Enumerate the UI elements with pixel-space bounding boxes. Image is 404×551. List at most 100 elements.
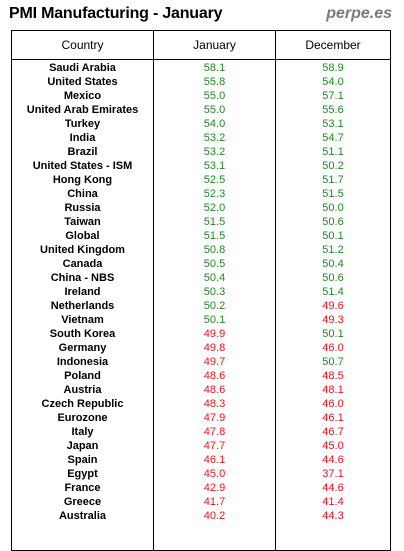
december-value: 50.2: [322, 160, 344, 172]
country-cell: Brazil: [67, 146, 98, 158]
january-value: 53.2: [203, 146, 226, 158]
country-cell: Netherlands: [50, 300, 115, 312]
january-value: 52.3: [203, 188, 226, 200]
january-value: 49.7: [203, 356, 226, 368]
january-column: 58.1 55.8 55.0 55.0 54.0 53.2 53.2 53.1 52.5 52.3…: [153, 60, 275, 550]
december-value: 50.0: [322, 202, 344, 214]
january-value: 53.2: [203, 132, 226, 144]
january-value: 50.5: [203, 258, 226, 270]
country-cell: United States: [47, 76, 118, 88]
country-cell: Australia: [58, 510, 107, 522]
country-cell: Indonesia: [56, 356, 109, 368]
january-value: 50.3: [203, 286, 226, 298]
january-value: 41.7: [203, 496, 226, 508]
brand-watermark: perpe.es: [326, 5, 392, 22]
country-cell: Russia: [64, 202, 101, 214]
table-header: Country January December: [12, 31, 390, 60]
december-value: 51.1: [322, 146, 344, 158]
country-cell: Mexico: [63, 90, 102, 102]
country-cell: Spain: [67, 454, 98, 466]
december-value: 44.3: [322, 510, 344, 522]
december-value: 50.1: [322, 328, 344, 340]
december-value: 49.6: [322, 300, 344, 312]
december-column: 58.9 54.0 57.1 55.6 53.1 54.7 51.1 50.2 51.7 51.5…: [275, 60, 390, 550]
country-cell: Vietnam: [61, 314, 104, 326]
country-cell: Poland: [64, 370, 101, 382]
december-value: 51.4: [322, 286, 344, 298]
country-cell: Austria: [63, 384, 102, 396]
december-value: 49.3: [322, 314, 344, 326]
january-value: 45.0: [203, 468, 226, 480]
january-value: 55.8: [203, 76, 226, 88]
january-value: 40.2: [203, 510, 226, 522]
table-body: Saudi Arabia United States Mexico United Ar…: [12, 60, 390, 550]
december-value: 46.1: [322, 412, 344, 424]
january-value: 52.5: [203, 174, 226, 186]
january-value: 46.1: [203, 454, 226, 466]
country-cell: Germany: [58, 342, 107, 354]
january-value: 58.1: [203, 62, 226, 74]
country-cell: Saudi Arabia: [49, 62, 116, 74]
country-cell: Egypt: [67, 468, 98, 480]
january-value: 48.6: [203, 370, 226, 382]
january-value: 47.9: [203, 412, 226, 424]
december-value: 50.6: [322, 216, 344, 228]
december-value: 50.1: [322, 230, 344, 242]
december-value: 48.1: [322, 384, 344, 396]
january-value: 51.5: [203, 216, 226, 228]
january-value: 52.0: [203, 202, 226, 214]
january-value: 48.6: [203, 384, 226, 396]
january-value: 50.2: [203, 300, 226, 312]
january-value: 51.5: [203, 230, 226, 242]
december-value: 55.6: [322, 104, 344, 116]
january-value: 47.7: [203, 440, 226, 452]
january-value: 50.8: [203, 244, 226, 256]
december-value: 51.7: [322, 174, 344, 186]
country-cell: Turkey: [64, 118, 101, 130]
column-header-december: December: [275, 31, 390, 59]
december-value: 54.7: [322, 132, 344, 144]
january-value: 50.4: [203, 272, 226, 284]
january-value: 49.9: [203, 328, 226, 340]
country-cell: Global: [65, 230, 100, 242]
december-value: 48.5: [322, 370, 344, 382]
december-value: 37.1: [322, 468, 344, 480]
country-cell: Greece: [63, 496, 102, 508]
country-cell: Czech Republic: [41, 398, 124, 410]
january-value: 50.1: [203, 314, 226, 326]
january-value: 53.1: [203, 160, 226, 172]
december-value: 50.6: [322, 272, 344, 284]
country-cell: Japan: [66, 440, 99, 452]
country-cell: France: [64, 482, 101, 494]
december-value: 50.4: [322, 258, 344, 270]
december-value: 53.1: [322, 118, 344, 130]
december-value: 51.2: [322, 244, 344, 256]
country-cell: Hong Kong: [52, 174, 113, 186]
country-cell: United States - ISM: [32, 160, 133, 172]
december-value: 57.1: [322, 90, 344, 102]
country-cell: China: [67, 188, 98, 200]
january-value: 47.8: [203, 426, 226, 438]
country-column: Saudi Arabia United States Mexico United Ar…: [12, 60, 153, 550]
country-cell: South Korea: [49, 328, 116, 340]
column-header-country: Country: [61, 38, 104, 52]
january-value: 54.0: [203, 118, 226, 130]
december-value: 46.0: [322, 398, 344, 410]
country-cell: United Arab Emirates: [26, 104, 139, 116]
january-value: 49.8: [203, 342, 226, 354]
december-value: 44.6: [322, 454, 344, 466]
december-value: 41.4: [322, 496, 344, 508]
country-cell: Ireland: [64, 286, 101, 298]
december-value: 51.5: [322, 188, 344, 200]
country-cell: United Kingdom: [40, 244, 125, 256]
country-cell: Taiwan: [64, 216, 101, 228]
country-cell: Eurozone: [57, 412, 108, 424]
country-cell: Italy: [71, 426, 94, 438]
december-value: 50.7: [322, 356, 344, 368]
country-cell: Canada: [62, 258, 103, 270]
january-value: 48.3: [203, 398, 226, 410]
december-value: 58.9: [322, 62, 344, 74]
december-value: 44.6: [322, 482, 344, 494]
december-value: 45.0: [322, 440, 344, 452]
column-header-january: January: [153, 31, 275, 59]
